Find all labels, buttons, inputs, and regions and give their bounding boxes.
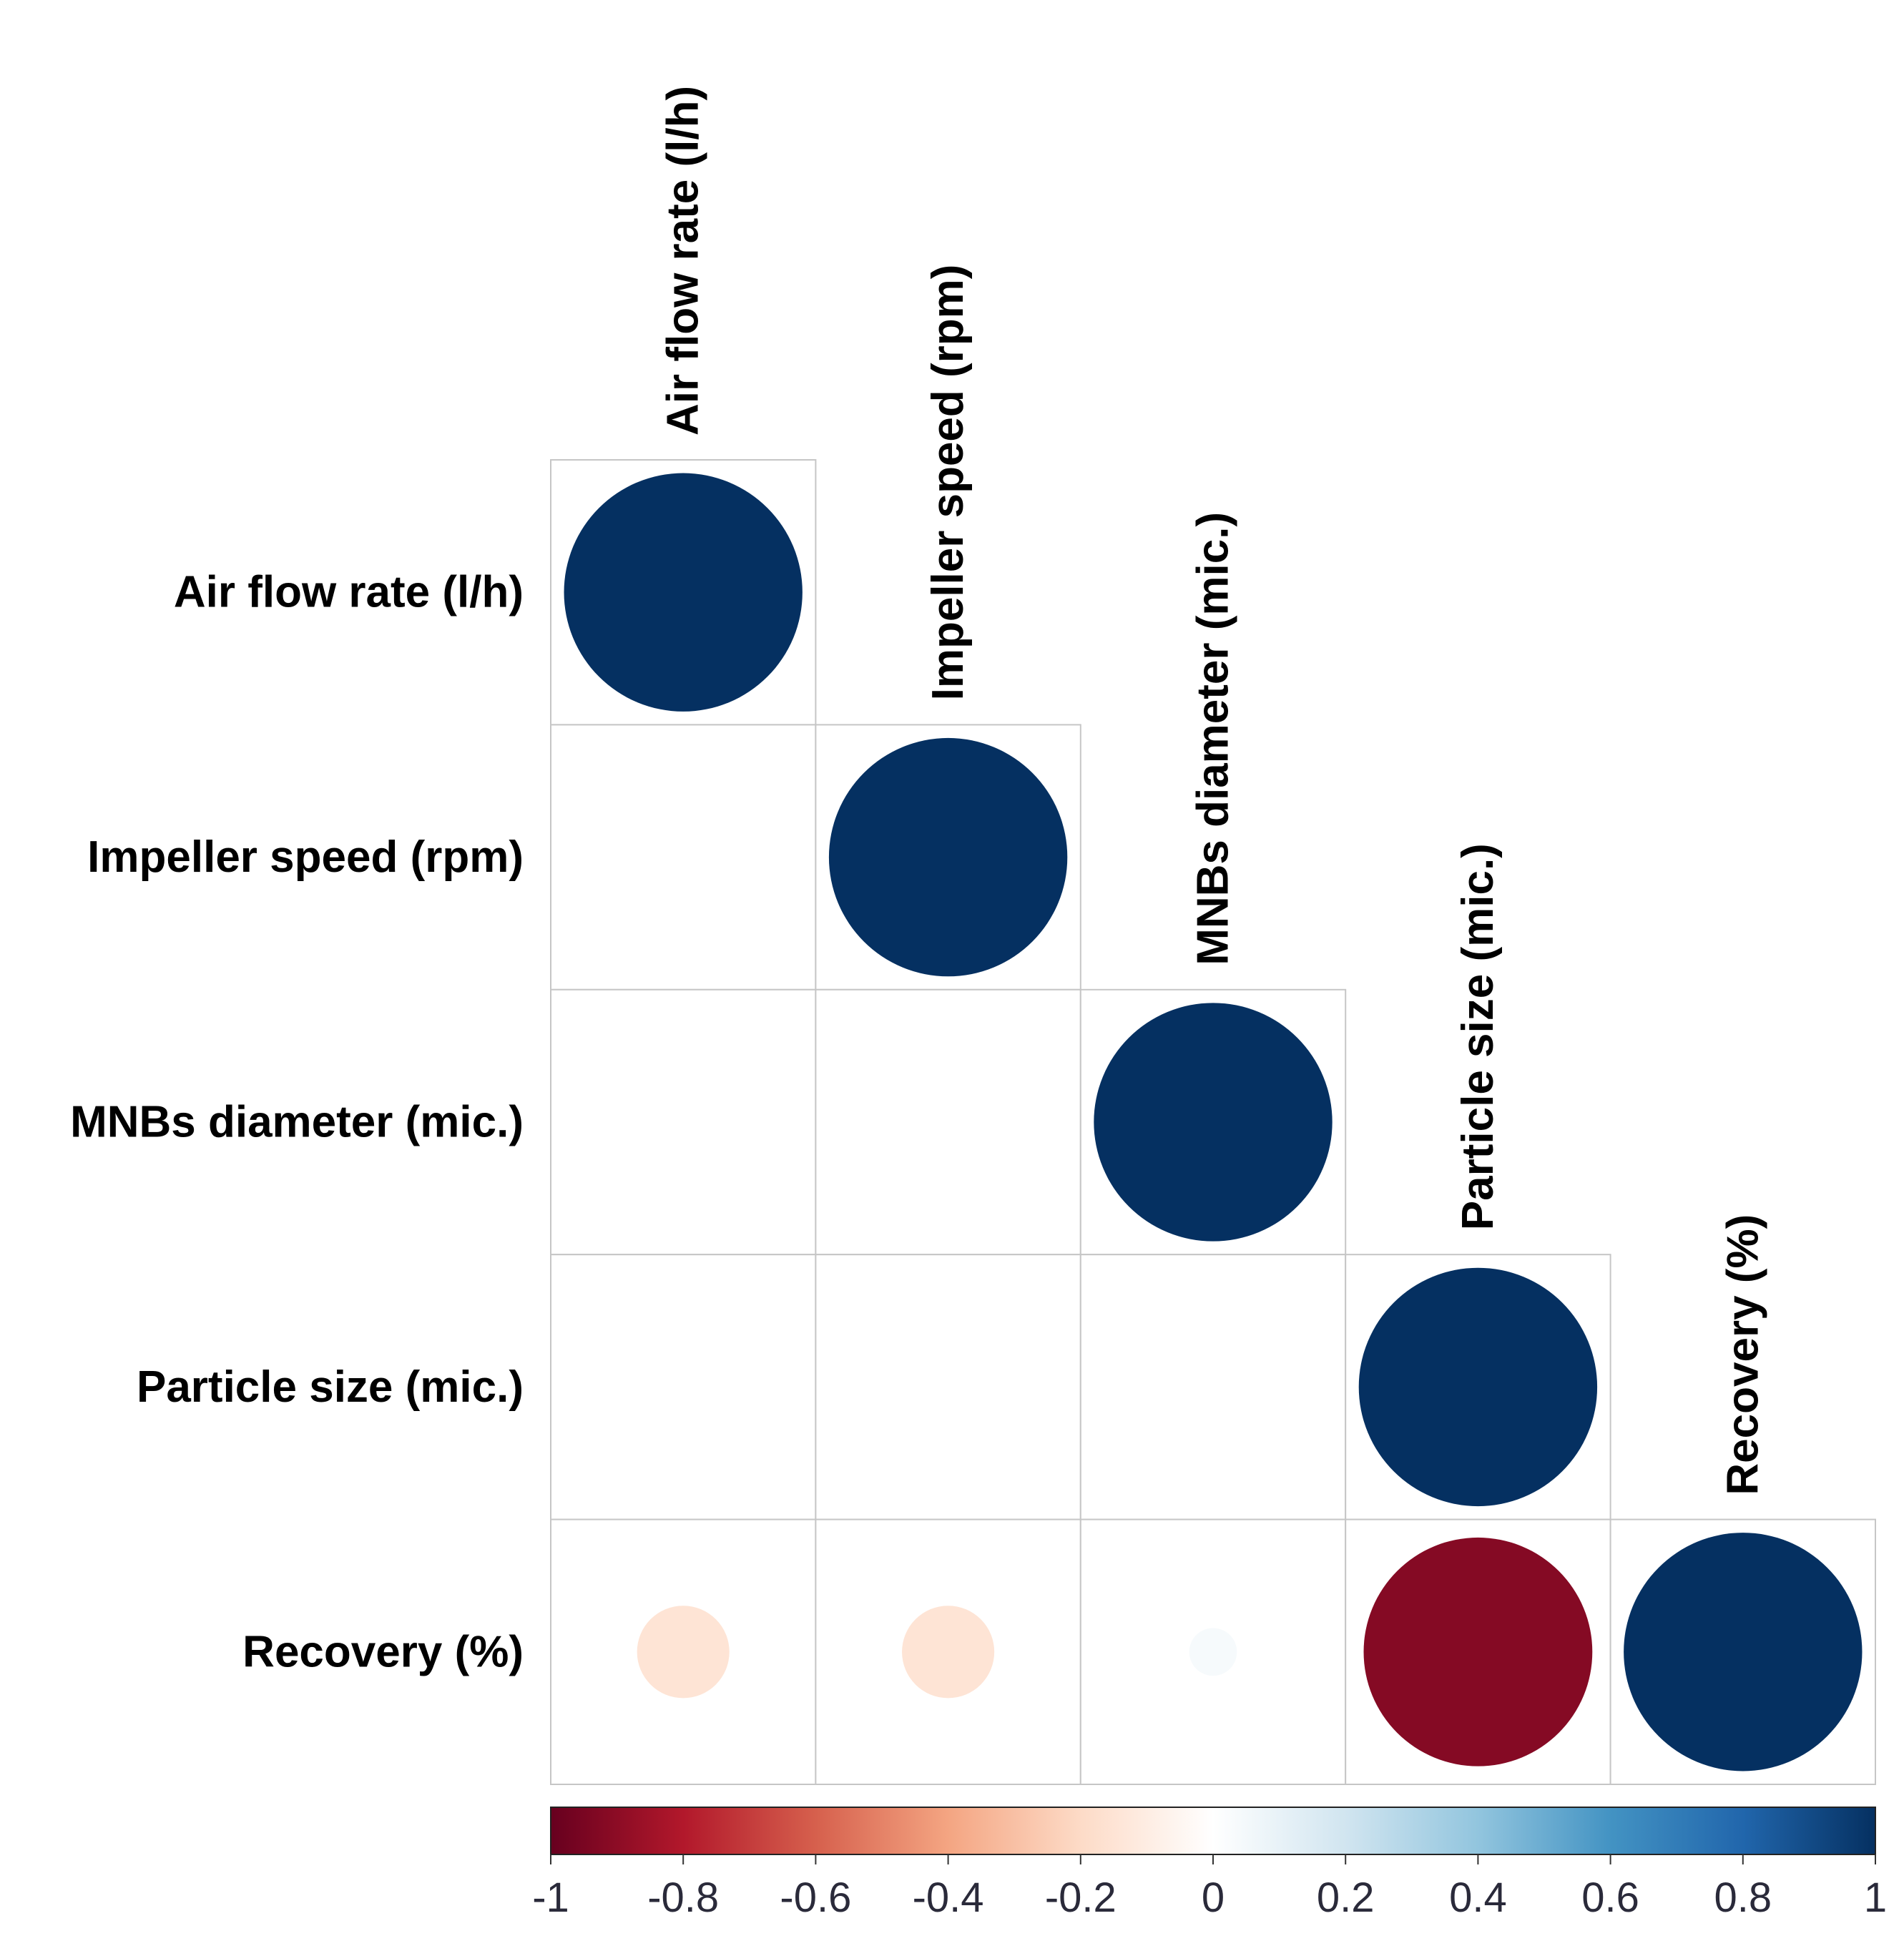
row-label: Air flow rate (l/h) <box>174 568 524 617</box>
correlation-circle-4-1 <box>902 1606 995 1699</box>
row-label: Particle size (mic.) <box>137 1362 524 1412</box>
row-label: MNBs diameter (mic.) <box>70 1098 524 1147</box>
correlation-circles <box>564 473 1863 1771</box>
correlation-circle-1-1 <box>828 737 1068 977</box>
colorbar-tick-label: -0.6 <box>780 1874 851 1921</box>
colorbar-tick-label: -0.8 <box>647 1874 719 1921</box>
correlation-circle-0-0 <box>564 473 803 712</box>
cell-2-0 <box>550 988 817 1256</box>
cell-1-0 <box>550 724 817 991</box>
colorbar-tick-label: 1 <box>1864 1874 1887 1921</box>
colorbar-tick-label: -1 <box>532 1874 569 1921</box>
correlation-circle-4-2 <box>1189 1628 1237 1676</box>
colorbar-tick-label: -0.4 <box>913 1874 984 1921</box>
row-label: Impeller speed (rpm) <box>87 832 524 882</box>
row-label: Recovery (%) <box>242 1627 524 1676</box>
column-label: MNBs diameter (mic.) <box>1189 512 1238 965</box>
colorbar-bar <box>550 1807 1876 1855</box>
correlation-circle-4-0 <box>637 1606 730 1699</box>
column-label: Air flow rate (l/h) <box>659 86 708 436</box>
column-label: Impeller speed (rpm) <box>923 265 973 701</box>
cell-3-0 <box>550 1254 817 1520</box>
cell-3-1 <box>815 1254 1081 1520</box>
column-label: Recovery (%) <box>1718 1214 1767 1495</box>
colorbar: -1 -0.8 -0.6 -0.4 -0.2 0 0.2 0.4 0.6 0.8 1 <box>532 1807 1887 1921</box>
cell-3-2 <box>1079 1254 1347 1520</box>
column-labels: Air flow rate (l/h) Impeller speed (rpm) M… <box>659 86 1768 1495</box>
colorbar-tick-label: 0.4 <box>1449 1874 1507 1921</box>
correlation-circle-2-2 <box>1094 1003 1333 1242</box>
colorbar-tick-label: 0.8 <box>1714 1874 1772 1921</box>
colorbar-tick-label: 0.2 <box>1317 1874 1375 1921</box>
colorbar-tick-label: 0 <box>1202 1874 1225 1921</box>
row-labels: Air flow rate (l/h) Impeller speed (rpm) M… <box>70 568 524 1677</box>
correlation-circle-4-4 <box>1624 1533 1863 1771</box>
correlation-circle-4-3 <box>1363 1537 1593 1766</box>
column-label: Particle size (mic.) <box>1453 843 1503 1230</box>
colorbar-tick-label: -0.2 <box>1045 1874 1117 1921</box>
cell-2-1 <box>815 988 1081 1256</box>
correlation-circle-3-3 <box>1358 1267 1598 1507</box>
colorbar-tick-label: 0.6 <box>1581 1874 1639 1921</box>
